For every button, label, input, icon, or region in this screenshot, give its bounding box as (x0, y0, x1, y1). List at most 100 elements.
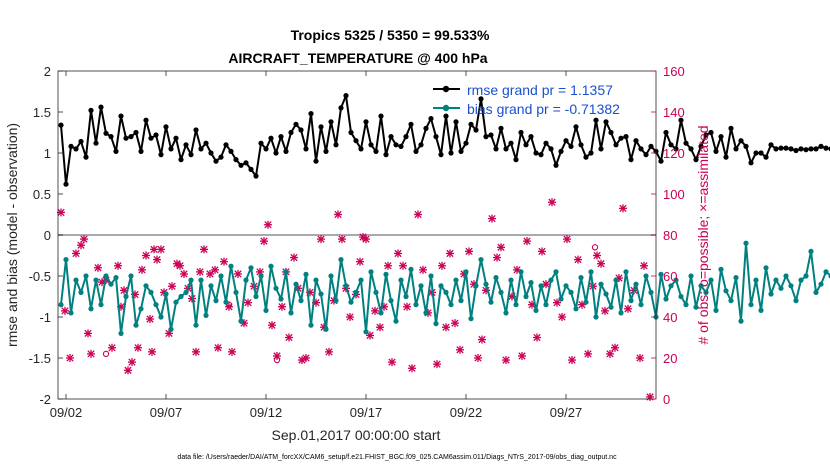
bias-point (243, 277, 249, 283)
obs-assimilated-marker (260, 237, 268, 246)
bias-point (778, 285, 784, 291)
bias-point (533, 307, 539, 313)
bias-point (273, 285, 279, 291)
rmse-point (763, 154, 769, 160)
rmse-point (348, 129, 354, 136)
rmse-point (158, 152, 164, 158)
rmse-point (253, 173, 259, 179)
bias-point (73, 277, 79, 283)
rmse-point (443, 113, 449, 119)
rmse-point (578, 142, 584, 148)
obs-assimilated-marker (568, 356, 576, 365)
obs-assimilated-marker (114, 261, 122, 270)
obs-assimilated-marker (338, 235, 346, 244)
rmse-point (208, 150, 214, 156)
bias-point (608, 304, 614, 310)
obs-assimilated-marker (268, 321, 276, 330)
rmse-point (263, 146, 269, 152)
bias-point (293, 281, 299, 287)
rmse-point (818, 143, 824, 149)
rmse-point (803, 147, 809, 153)
bias-point (453, 277, 459, 283)
obs-assimilated-marker (180, 269, 188, 278)
bias-point (763, 265, 769, 271)
bias-point (503, 310, 509, 316)
obs-assimilated-marker (488, 214, 496, 223)
obs-assimilated-marker (597, 259, 605, 268)
obs-assimilated-marker (523, 237, 531, 246)
rmse-point (128, 134, 134, 140)
obs-assimilated-marker (234, 269, 242, 278)
rmse-point (468, 121, 474, 127)
bias-point (333, 298, 339, 304)
bias-point (353, 289, 359, 295)
bias-point (793, 298, 799, 304)
obs-assimilated-marker (394, 249, 402, 258)
bias-point (668, 283, 674, 289)
rmse-point (433, 134, 439, 140)
bias-point (328, 273, 334, 279)
x-tick-label: 09/02 (50, 405, 83, 420)
rmse-point (183, 142, 189, 148)
rmse-point (603, 119, 609, 125)
rmse-point (608, 129, 614, 136)
rmse-point (168, 146, 174, 152)
x-tick-label: 09/17 (350, 405, 383, 420)
rmse-point (618, 135, 624, 141)
rmse-point (403, 134, 409, 140)
rmse-point (318, 124, 324, 130)
bias-point (513, 302, 519, 308)
bias-point (148, 289, 154, 295)
bias-point (783, 273, 789, 279)
rmse-point (123, 135, 129, 141)
bias-point (163, 291, 169, 297)
bias-point (613, 277, 619, 283)
rmse-point (523, 142, 529, 148)
rmse-point (568, 143, 574, 149)
rmse-point (798, 146, 804, 152)
bias-point (813, 289, 819, 295)
obs-assimilated-marker (548, 198, 556, 207)
rmse-point (218, 154, 224, 160)
bias-point (673, 277, 679, 283)
legend-marker-rmse (442, 85, 450, 93)
rmse-point (678, 117, 684, 123)
bias-point (738, 318, 744, 324)
obs-assimilated-marker (636, 354, 644, 362)
bias-point (693, 304, 699, 310)
rmse-point (563, 138, 569, 144)
rmse-point (138, 148, 144, 154)
rmse-point (753, 150, 759, 156)
rmse-point (423, 125, 429, 131)
bias-point (498, 289, 504, 295)
bias-point (573, 306, 579, 312)
bias-point (518, 269, 524, 275)
rmse-point (223, 142, 229, 148)
bias-point (678, 293, 684, 300)
rmse-point (668, 142, 674, 148)
x-tick-label: 09/07 (150, 405, 183, 420)
legend-label-rmse: rmse grand pr = 1.1357 (467, 82, 613, 98)
y-axis-label-right: # of obs: o=possible; ×=assimilated (695, 125, 711, 344)
rmse-point (688, 146, 694, 152)
bias-point (563, 283, 569, 289)
obs-assimilated-marker (356, 257, 364, 266)
obs-assimilated-marker (138, 265, 146, 274)
rmse-point (248, 166, 254, 172)
rmse-point (68, 143, 74, 149)
bias-point (818, 281, 824, 287)
rmse-point (213, 158, 219, 164)
obs-assimilated-marker (220, 257, 228, 266)
y-left-tick-label: -2 (39, 392, 51, 407)
bias-point (123, 293, 129, 300)
bias-point (233, 289, 239, 295)
bias-point (748, 302, 754, 308)
rmse-point (323, 148, 329, 154)
bias-point (108, 281, 114, 287)
bias-point (618, 310, 624, 316)
bias-point (153, 302, 159, 308)
obs-assimilated-marker (438, 261, 446, 270)
rmse-point (708, 129, 714, 136)
rmse-point (573, 124, 579, 130)
rmse-point (658, 158, 664, 164)
